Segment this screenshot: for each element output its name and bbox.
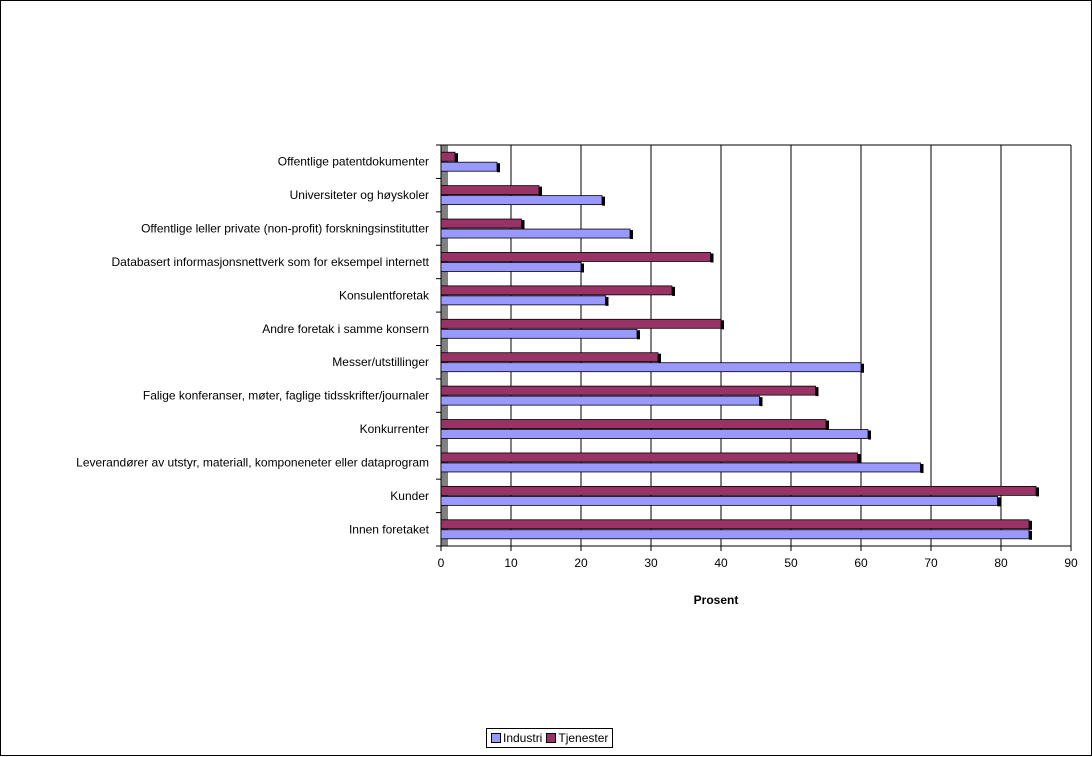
x-tick-label-80: 80	[994, 556, 1008, 570]
bar-industri-3	[440, 262, 582, 272]
plot-wall	[441, 145, 448, 546]
legend-label-tjenester: Tjenester	[558, 731, 609, 745]
legend-item-tjenester: Tjenester	[546, 731, 608, 745]
bar-tjenester-11	[440, 519, 1030, 530]
bar-tjenester-3	[440, 252, 711, 262]
bar-end-industri-11	[1029, 530, 1032, 540]
x-tick-label-70: 70	[924, 556, 938, 570]
category-label-10: Kunder	[390, 489, 429, 503]
bar-end-industri-3	[581, 263, 584, 273]
bar-end-tjenester-0	[455, 153, 458, 163]
x-tick-label-10: 10	[504, 556, 518, 570]
x-tick-label-30: 30	[644, 556, 658, 570]
bar-tjenester-8	[440, 419, 827, 429]
bar-end-tjenester-6	[658, 353, 661, 363]
bar-industri-4	[440, 295, 606, 306]
category-label-4: Konsulentforetak	[339, 288, 430, 302]
legend-label-industri: Industri	[503, 731, 543, 745]
bar-end-tjenester-8	[826, 420, 829, 430]
category-label-3: Databasert informasjonsnettverk som for …	[112, 255, 430, 269]
legend-swatch-industri	[491, 733, 501, 743]
x-tick-label-90: 90	[1064, 556, 1078, 570]
category-label-5: Andre foretak i samme konsern	[262, 322, 429, 336]
bar-industri-9	[440, 462, 921, 473]
bar-end-industri-10	[997, 497, 1001, 507]
bar-industri-5	[440, 328, 638, 339]
bar-end-industri-8	[868, 430, 871, 440]
bar-tjenester-9	[440, 452, 858, 463]
bar-end-tjenester-11	[1029, 520, 1032, 530]
bar-industri-1	[440, 195, 603, 206]
bar-end-industri-4	[605, 296, 609, 306]
category-label-9: Leverandører av utstyr, materiall, kompo…	[76, 455, 429, 469]
bar-tjenester-6	[440, 352, 659, 363]
x-tick-label-50: 50	[784, 556, 798, 570]
category-label-8: Konkurrenter	[360, 422, 429, 436]
legend: Industri Tjenester	[486, 728, 614, 748]
bar-end-industri-2	[630, 230, 633, 240]
bar-end-tjenester-2	[521, 220, 525, 230]
bar-industri-11	[440, 529, 1030, 540]
bar-tjenester-2	[440, 218, 522, 229]
legend-item-industri: Industri	[491, 731, 542, 745]
bar-tjenester-5	[440, 318, 722, 329]
bar-end-industri-7	[759, 397, 763, 407]
bar-end-industri-9	[920, 463, 924, 473]
bar-end-tjenester-5	[721, 320, 724, 330]
bar-tjenester-10	[440, 485, 1037, 496]
category-label-6: Messer/utstillinger	[332, 355, 429, 369]
category-label-2: Offentlige leller private (non-profit) f…	[141, 222, 429, 236]
bar-end-industri-6	[861, 363, 864, 373]
bar-end-tjenester-3	[710, 253, 714, 263]
bar-industri-7	[440, 395, 760, 406]
bar-industri-6	[440, 362, 862, 373]
bar-end-tjenester-10	[1036, 487, 1039, 497]
x-tick-label-60: 60	[854, 556, 868, 570]
x-tick-label-40: 40	[714, 556, 728, 570]
bar-tjenester-1	[440, 185, 540, 196]
bar-industri-10	[440, 495, 998, 506]
x-axis-title: Prosent	[694, 593, 739, 607]
bar-tjenester-7	[440, 385, 816, 396]
bar-industri-8	[440, 429, 869, 439]
bar-industri-0	[440, 161, 498, 172]
bar-end-industri-0	[497, 163, 500, 173]
legend-swatch-tjenester	[546, 733, 557, 743]
category-label-1: Universiteter og høyskoler	[290, 188, 429, 202]
x-tick-label-0: 0	[438, 556, 445, 570]
bar-tjenester-0	[440, 151, 456, 162]
bar-end-tjenester-9	[857, 453, 861, 463]
bar-end-tjenester-4	[672, 286, 675, 296]
x-tick-label-20: 20	[574, 556, 588, 570]
bar-end-industri-1	[602, 196, 605, 206]
bar-industri-2	[440, 228, 631, 239]
bar-end-tjenester-1	[539, 186, 542, 196]
category-label-0: Offentlige patentdokumenter	[278, 155, 429, 169]
category-label-11: Innen foretaket	[349, 522, 430, 536]
bar-end-tjenester-7	[815, 387, 819, 397]
bar-tjenester-4	[440, 285, 673, 296]
bar-end-industri-5	[637, 330, 640, 340]
category-label-7: Falige konferanser, møter, faglige tidss…	[143, 389, 429, 403]
